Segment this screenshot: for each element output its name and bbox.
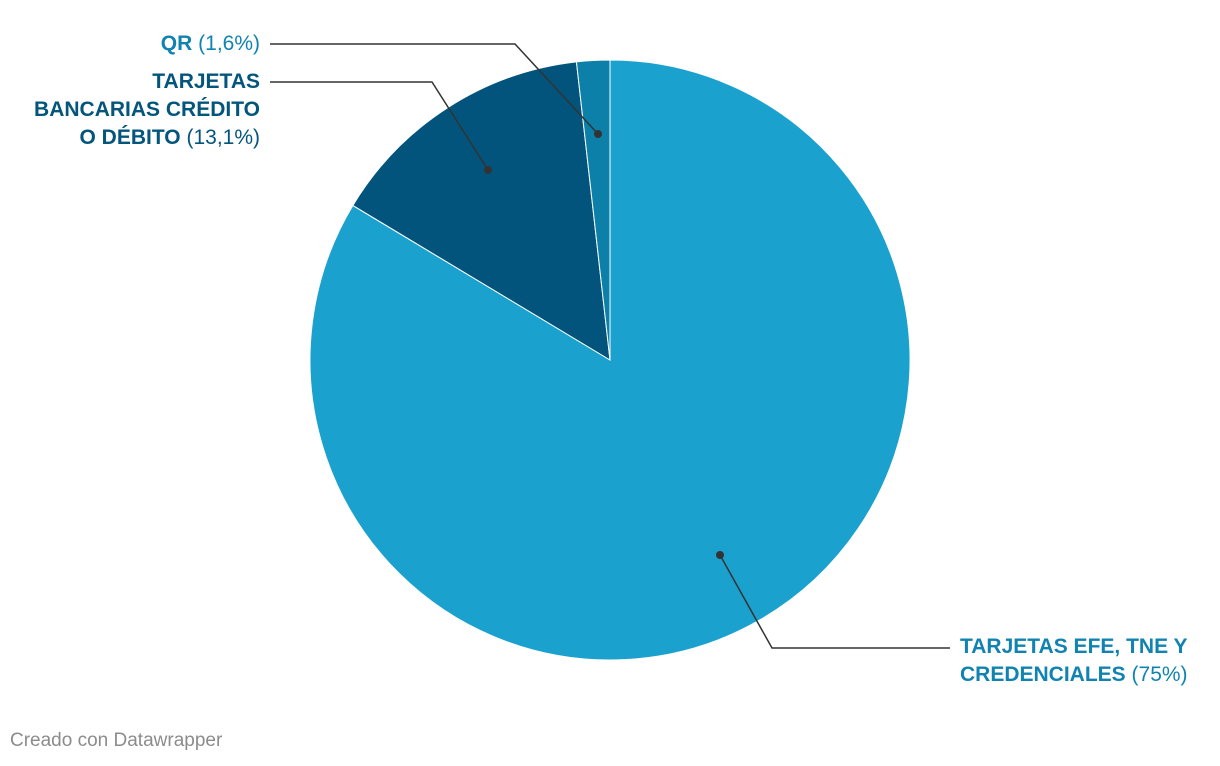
label-efe: TARJETAS EFE, TNE Y CREDENCIALES (75%): [960, 633, 1215, 689]
label-bancarias: TARJETAS BANCARIAS CRÉDITO O DÉBITO (13,…: [10, 68, 260, 152]
label-qr-pct: (1,6%): [198, 32, 260, 55]
label-bancarias-line3: O DÉBITO: [79, 126, 181, 149]
label-bancarias-line2: BANCARIAS CRÉDITO: [34, 98, 260, 121]
label-efe-line2: CREDENCIALES: [960, 663, 1126, 686]
leader-line-bancarias: [270, 81, 489, 171]
leader-line-efe: [719, 554, 950, 649]
label-efe-pct: (75%): [1131, 663, 1188, 686]
leader-dot-bancarias: [484, 166, 492, 174]
label-qr-name: QR: [160, 32, 193, 55]
footer-credit: Creado con Datawrapper: [10, 730, 223, 751]
label-bancarias-line1: TARJETAS: [152, 70, 260, 93]
leader-line-qr: [270, 43, 599, 135]
label-bancarias-pct: (13,1%): [186, 126, 260, 149]
label-efe-line1: TARJETAS EFE, TNE Y: [960, 635, 1188, 658]
leader-dot-qr: [594, 130, 602, 138]
leader-dot-efe: [716, 551, 724, 559]
label-qr: QR (1,6%): [20, 30, 260, 58]
